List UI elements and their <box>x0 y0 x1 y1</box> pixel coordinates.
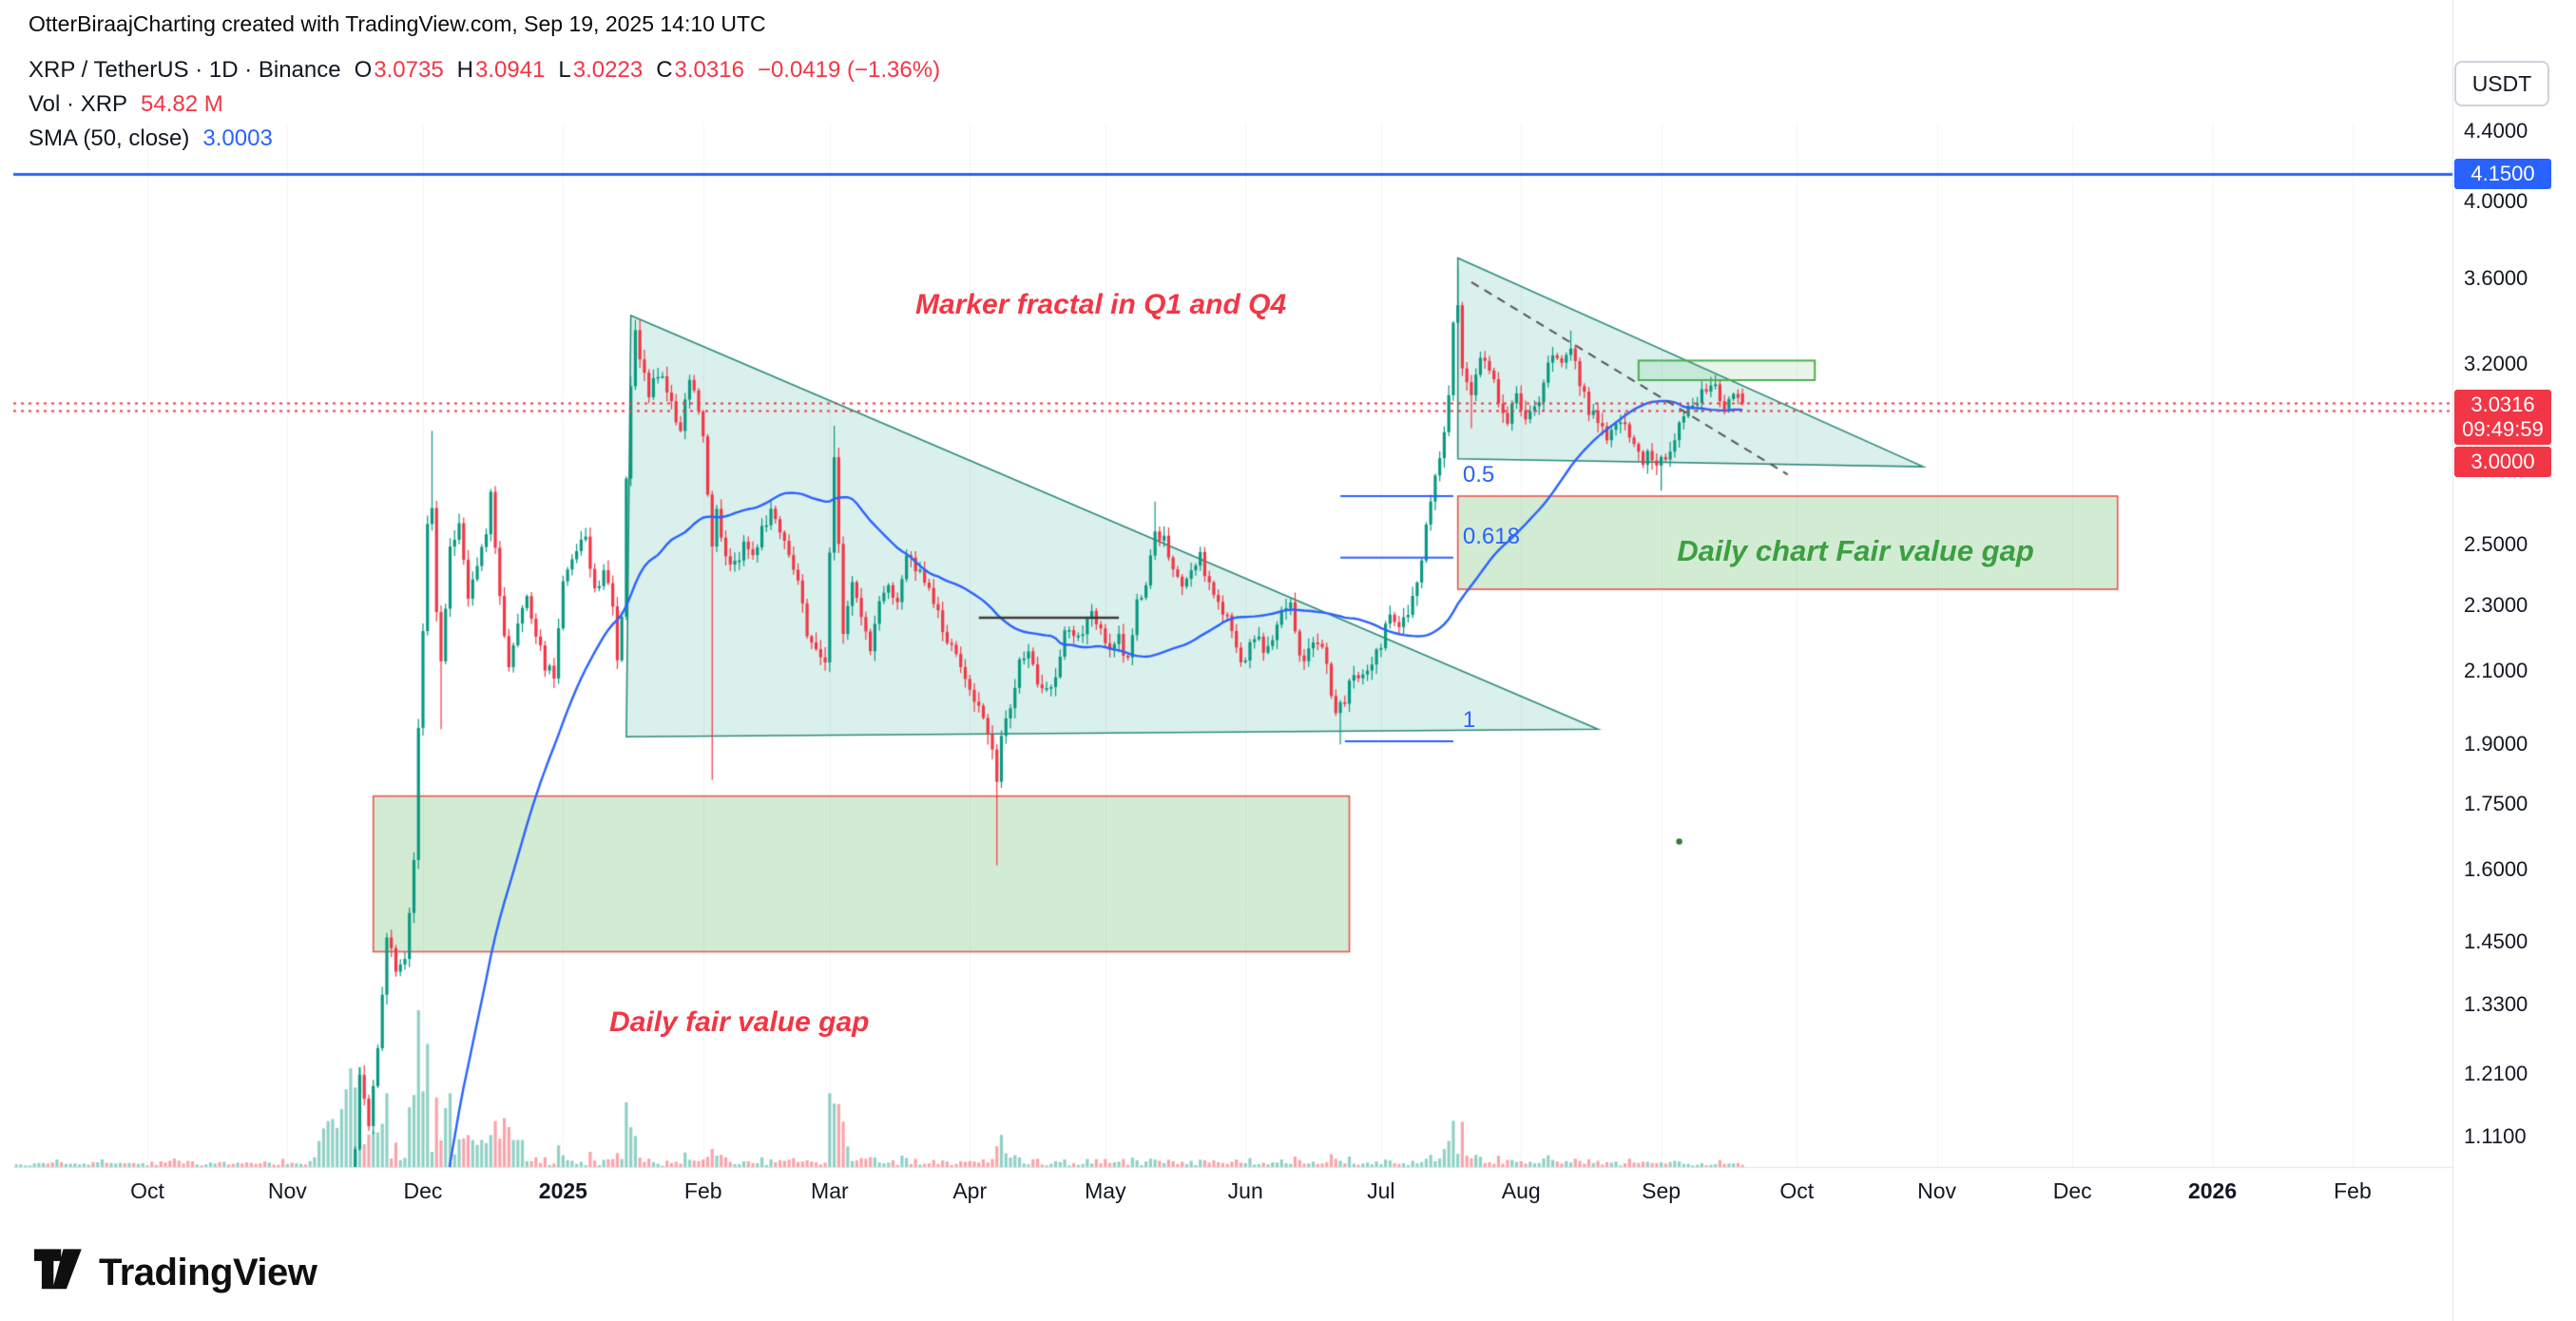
time-axis-label: Feb <box>2334 1178 2372 1203</box>
price-axis-label: 1.3300 <box>2464 992 2528 1017</box>
price-axis-label: 1.4500 <box>2464 929 2528 953</box>
price-axis-label: 3.2000 <box>2464 352 2528 375</box>
time-axis-label: Jun <box>1227 1178 1263 1203</box>
time-axis-label: Dec <box>2052 1178 2092 1203</box>
time-axis-label: Oct <box>130 1178 164 1203</box>
time-axis-label: 2025 <box>538 1178 587 1203</box>
time-axis-label: Aug <box>1501 1178 1541 1203</box>
symbol-title[interactable]: XRP / TetherUS · 1D · Binance <box>29 57 341 83</box>
time-axis-label: Feb <box>683 1178 722 1203</box>
price-badge-4.1500: 4.1500 <box>2454 159 2551 190</box>
sma-label: SMA (50, close) <box>29 125 190 151</box>
time-axis-label: Apr <box>952 1178 988 1203</box>
tradingview-logo-text: TradingView <box>99 1252 317 1293</box>
volume-value: 54.82 M <box>141 91 223 117</box>
time-axis-label: Nov <box>267 1178 307 1203</box>
price-axis-label: 4.0000 <box>2464 188 2528 213</box>
time-axis-label: Dec <box>403 1178 443 1203</box>
tradingview-logo-link[interactable]: TradingView <box>34 1249 317 1297</box>
price-axis-label: 2.3000 <box>2464 592 2528 617</box>
ohlc-high: H 3.0941 <box>456 57 546 83</box>
price-axis-label: 1.6000 <box>2464 857 2528 882</box>
legend-sma-row: SMA (50, close) 3.0003 <box>29 125 940 160</box>
price-axis-label: 3.6000 <box>2464 265 2528 290</box>
sma-value: 3.0003 <box>202 125 273 151</box>
price-badge-3.0316: 3.0316 09:49:59 <box>2454 389 2551 445</box>
time-axis-label: Sep <box>1642 1178 1682 1203</box>
legend-volume-row: Vol · XRP 54.82 M <box>29 91 940 125</box>
price-axis-label: 1.2100 <box>2464 1061 2528 1085</box>
attribution-text: OtterBiraajCharting created with Trading… <box>29 11 766 36</box>
time-axis-label: May <box>1085 1178 1126 1203</box>
price-axis[interactable]: 4.4000 4.0000 3.6000 3.2000 2.5000 2.3000 2.10… <box>2452 0 2576 1321</box>
time-axis-label: Nov <box>1917 1178 1957 1203</box>
price-axis-label: 4.4000 <box>2464 119 2528 144</box>
ohlc-low: L 3.0223 <box>558 57 644 83</box>
price-axis-label: 1.9000 <box>2464 732 2528 756</box>
ohlc-open: O 3.0735 <box>354 57 444 83</box>
price-axis-label: 1.7500 <box>2464 792 2528 816</box>
price-axis-label: 2.1000 <box>2464 659 2528 683</box>
tradingview-logo-icon <box>34 1249 84 1297</box>
time-axis-label: 2026 <box>2187 1178 2238 1203</box>
price-change: −0.0419 (−1.36%) <box>757 57 941 83</box>
time-axis-label: Oct <box>1779 1178 1815 1203</box>
ohlc-close: C 3.0316 <box>656 57 744 83</box>
volume-label: Vol · XRP <box>29 91 128 117</box>
currency-toggle-button[interactable]: USDT <box>2454 61 2549 106</box>
time-axis[interactable]: Oct Nov Dec 2025 Feb Mar Apr May Jun Jul Aug Sep Oct… <box>0 1167 2452 1224</box>
price-axis-label: 2.5000 <box>2464 531 2528 556</box>
time-axis-label: Jul <box>1367 1178 1395 1203</box>
price-badge-3.0000: 3.0000 <box>2454 446 2551 477</box>
price-axis-label: 1.1100 <box>2464 1123 2527 1148</box>
time-axis-label: Mar <box>811 1178 849 1203</box>
